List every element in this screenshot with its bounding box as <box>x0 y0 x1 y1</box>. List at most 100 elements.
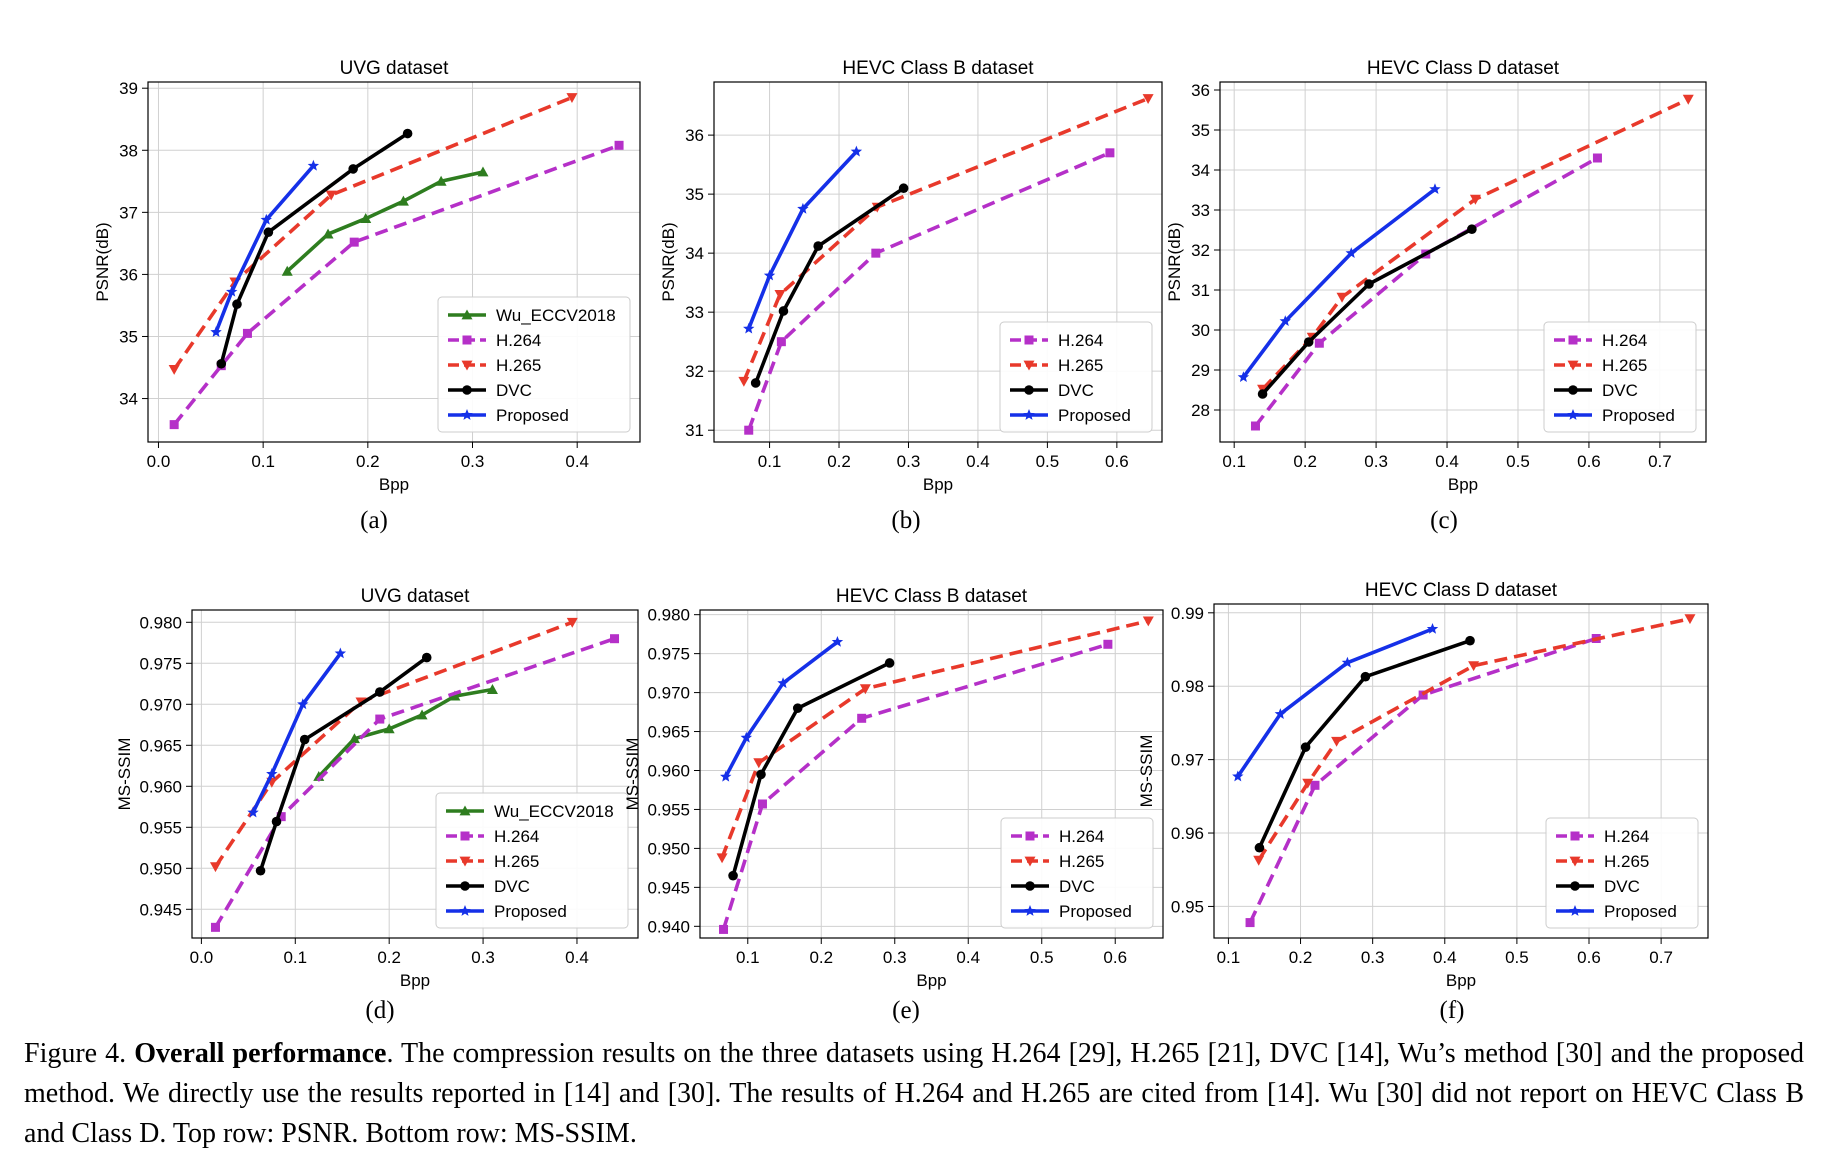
series-line <box>724 640 839 778</box>
data-point <box>348 733 360 744</box>
x-tick-label: 0.4 <box>966 452 990 471</box>
series-line <box>214 164 315 333</box>
y-tick-label: 0.980 <box>139 613 182 632</box>
data-point <box>884 658 895 668</box>
data-point <box>1142 616 1154 627</box>
y-tick-label: 0.965 <box>139 736 182 755</box>
data-point <box>778 306 789 316</box>
series-line <box>317 687 493 778</box>
legend-label: DVC <box>1059 877 1095 896</box>
x-tick-label: 0.4 <box>1433 948 1457 967</box>
data-point <box>610 634 620 644</box>
legend-label: Proposed <box>1059 902 1132 921</box>
panel-label: (c) <box>1430 507 1458 534</box>
y-tick-label: 0.95 <box>1171 897 1204 916</box>
data-point <box>776 337 786 347</box>
data-point <box>716 853 728 864</box>
caption-text: . The compression results on the three d… <box>24 1038 1804 1149</box>
series-line <box>251 652 342 814</box>
chart-title: HEVC Class B dataset <box>836 586 1028 607</box>
legend-label: DVC <box>1604 877 1640 896</box>
legend-label: Wu_ECCV2018 <box>494 802 614 821</box>
y-tick-label: 36 <box>685 126 704 145</box>
figure-caption: Figure 4. Overall performance. The compr… <box>24 1034 1804 1154</box>
y-tick-label: 34 <box>119 390 138 409</box>
data-point <box>1103 639 1113 649</box>
data-point <box>360 213 372 223</box>
legend-label: DVC <box>496 381 532 400</box>
legend-label: H.264 <box>1059 827 1104 846</box>
data-point <box>1336 292 1348 303</box>
y-tick-label: 29 <box>1191 361 1210 380</box>
series-wu-eccv2018 <box>281 166 489 276</box>
y-tick-label: 32 <box>685 362 704 381</box>
data-point <box>1253 855 1265 866</box>
y-tick-label: 0.950 <box>647 839 690 858</box>
data-point <box>813 241 823 251</box>
x-axis-label: Bpp <box>916 971 946 990</box>
data-point <box>169 420 179 430</box>
legend-label: DVC <box>1058 381 1094 400</box>
legend-label: H.264 <box>1058 331 1103 350</box>
plot-frame <box>1219 81 1707 443</box>
legend-marker <box>1023 409 1035 420</box>
data-point <box>375 714 385 724</box>
data-point <box>744 425 754 435</box>
data-point <box>757 799 767 809</box>
data-point <box>719 924 729 934</box>
data-point <box>299 734 310 745</box>
legend-label: H.264 <box>494 827 539 846</box>
legend: H.264 H.265 DVC Proposed <box>999 321 1153 433</box>
data-point <box>859 684 871 695</box>
y-axis-label: PSNR(dB) <box>93 222 112 301</box>
data-point <box>383 723 395 734</box>
x-tick-label: 0.1 <box>251 452 275 471</box>
series-line <box>1236 627 1434 778</box>
x-tick-label: 0.1 <box>1217 948 1241 967</box>
data-point <box>1314 338 1324 348</box>
data-point <box>216 358 227 369</box>
series-line <box>213 636 616 929</box>
series-dvc <box>750 183 909 388</box>
series-proposed <box>720 635 844 782</box>
data-point <box>1302 778 1314 789</box>
series-proposed <box>210 159 320 337</box>
y-tick-label: 35 <box>1191 121 1210 140</box>
data-point <box>255 865 266 876</box>
y-tick-label: 28 <box>1191 401 1210 420</box>
x-tick-label: 0.6 <box>1105 452 1129 471</box>
x-tick-label: 0.4 <box>565 948 589 967</box>
data-point <box>247 806 259 818</box>
x-tick-label: 0.6 <box>1577 948 1601 967</box>
x-tick-label: 0.5 <box>1030 948 1054 967</box>
y-tick-label: 30 <box>1191 321 1210 340</box>
data-point <box>566 617 578 628</box>
y-axis-label: MS-SSIM <box>115 738 134 811</box>
x-axis-label: Bpp <box>400 971 430 990</box>
x-tick-label: 0.1 <box>283 948 307 967</box>
legend-marker <box>459 805 471 816</box>
y-tick-label: 0.97 <box>1171 751 1204 770</box>
data-point <box>1303 337 1314 347</box>
legend-marker <box>1025 831 1035 841</box>
series-line <box>1257 638 1471 849</box>
legend: H.264 H.265 DVC Proposed <box>1545 817 1699 929</box>
series-line <box>285 170 484 273</box>
panel-label: (a) <box>360 507 388 534</box>
x-tick-label: 0.4 <box>1435 452 1459 471</box>
y-tick-label: 33 <box>685 303 704 322</box>
x-tick-label: 0.1 <box>1222 452 1246 471</box>
data-point <box>857 713 867 723</box>
x-tick-label: 0.3 <box>897 452 921 471</box>
x-tick-label: 0.3 <box>461 452 485 471</box>
legend: Wu_ECCV2018 H.264 H.265 DVC Proposed <box>435 792 629 929</box>
y-tick-label: 0.98 <box>1171 677 1204 696</box>
data-point <box>276 812 286 822</box>
data-point <box>1245 918 1255 928</box>
chart-panel-1: 0.0 0.1 0.2 0.3 0.4 34 35 36 37 38 39 UVG dataset Bp… <box>93 58 641 534</box>
data-point <box>774 290 786 300</box>
y-tick-label: 32 <box>1191 241 1210 260</box>
x-tick-label: 0.6 <box>1577 452 1601 471</box>
data-point <box>263 227 274 238</box>
plot-frame <box>147 81 641 443</box>
